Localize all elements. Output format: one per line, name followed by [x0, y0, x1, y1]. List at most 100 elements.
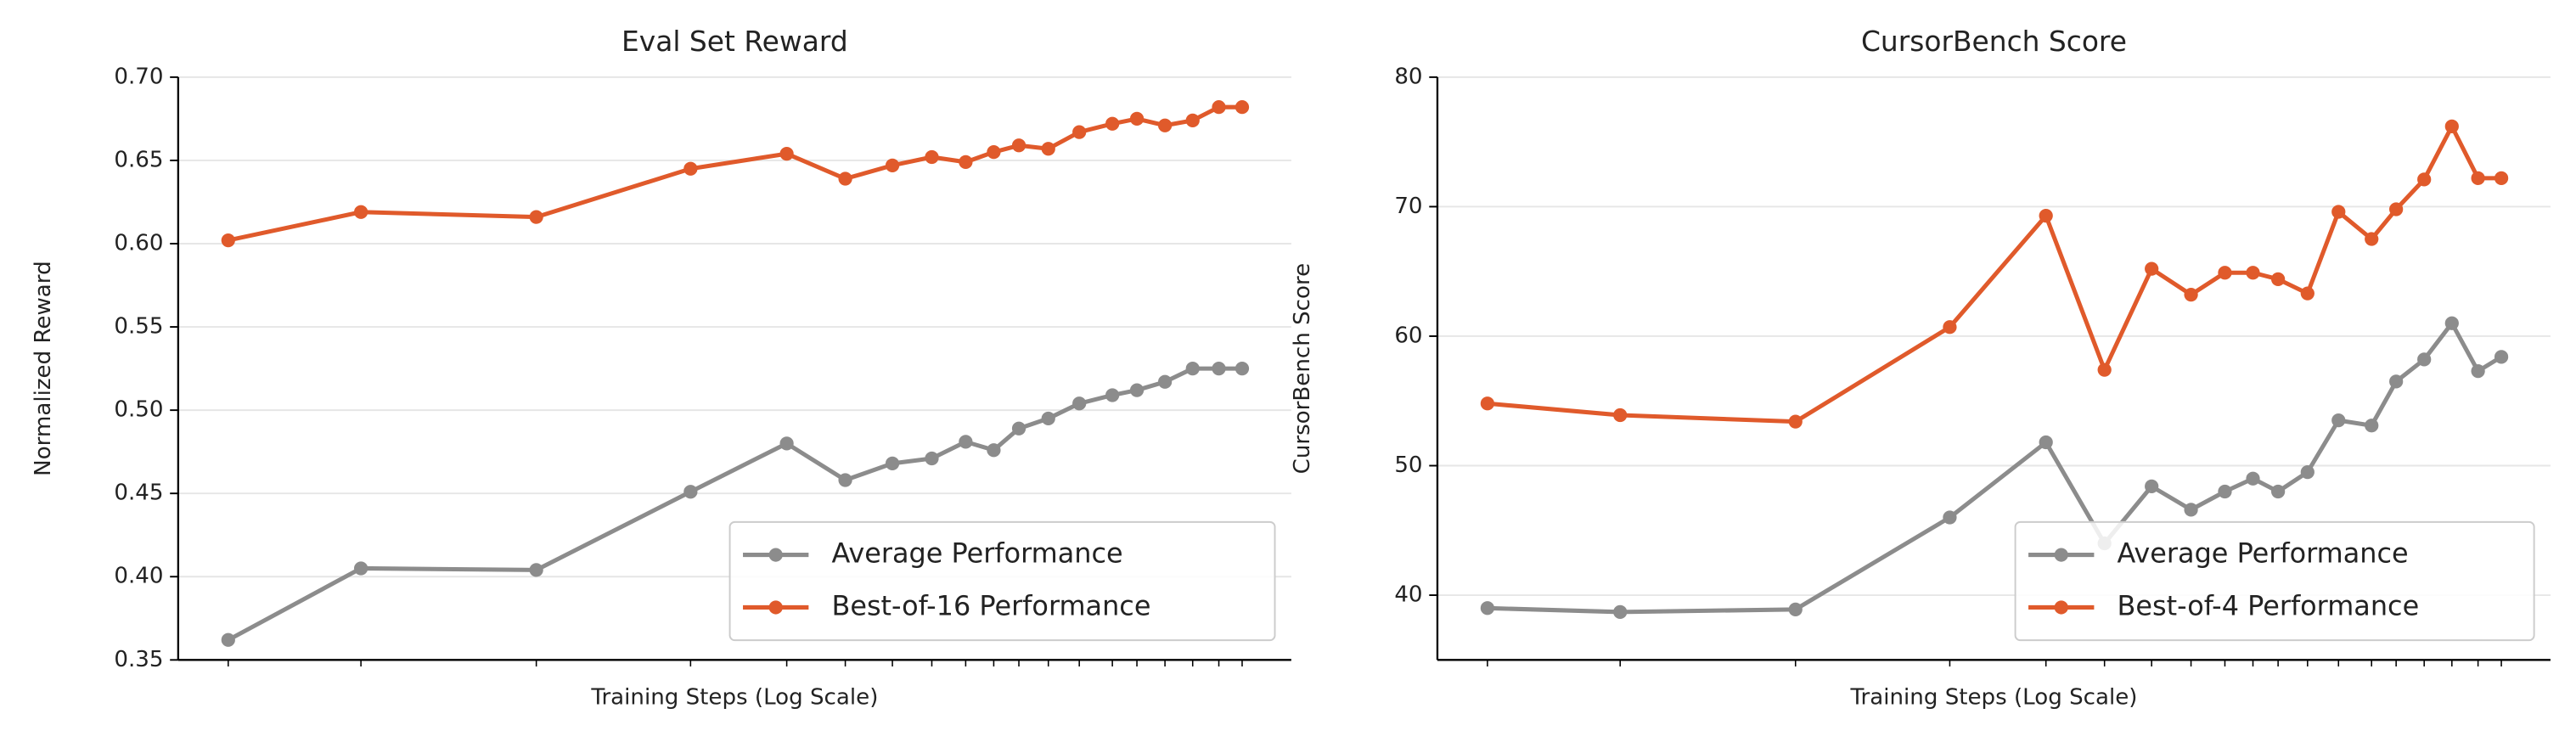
- data-point: [925, 451, 939, 466]
- data-point: [1943, 320, 1957, 334]
- data-point: [221, 233, 235, 248]
- data-point: [885, 158, 900, 172]
- chart-title: CursorBench Score: [1861, 25, 2127, 58]
- data-point: [959, 155, 973, 170]
- y-tick-label: 0.55: [114, 314, 163, 340]
- legend-label: Best-of-4 Performance: [2117, 589, 2419, 621]
- data-point: [2184, 288, 2198, 302]
- data-point: [987, 145, 1001, 160]
- data-point: [529, 563, 543, 577]
- data-point: [1041, 142, 1055, 156]
- y-tick-label: 80: [1394, 64, 1422, 89]
- legend: Average Performance Best-of-16 Performanc…: [728, 520, 1276, 642]
- data-point: [2417, 352, 2432, 367]
- y-axis-label: Normalized Reward: [31, 261, 56, 475]
- legend: Average Performance Best-of-4 Performance: [2014, 520, 2535, 642]
- data-point: [2039, 208, 2053, 223]
- y-tick-label: 0.40: [114, 564, 163, 589]
- data-point: [1185, 113, 1200, 127]
- data-point: [1072, 125, 1087, 139]
- data-point: [1613, 408, 1628, 423]
- data-point: [683, 161, 698, 176]
- data-point: [1072, 396, 1087, 411]
- data-point: [1157, 374, 1173, 389]
- legend-marker: [2054, 548, 2068, 562]
- y-tick-label: 0.45: [114, 481, 163, 506]
- data-point: [2365, 419, 2379, 433]
- data-point: [1011, 421, 1026, 436]
- legend-label: Average Performance: [831, 537, 1122, 570]
- x-axis-label: Training Steps (Log Scale): [1849, 684, 2137, 710]
- legend-marker: [768, 600, 783, 615]
- legend-box: [2014, 520, 2535, 642]
- data-point: [1105, 388, 1120, 402]
- data-point: [2389, 374, 2404, 389]
- data-point: [838, 473, 852, 487]
- data-point: [2218, 266, 2232, 280]
- data-point: [2145, 479, 2159, 494]
- data-point: [2300, 286, 2314, 301]
- data-point: [1105, 116, 1120, 131]
- data-point: [779, 146, 794, 161]
- y-tick-label: 0.70: [114, 64, 163, 89]
- y-tick-label: 40: [1394, 582, 1422, 608]
- data-point: [838, 171, 852, 186]
- data-point: [2365, 232, 2379, 246]
- data-point: [2444, 316, 2459, 330]
- data-point: [1129, 383, 1145, 397]
- y-tick-label: 0.35: [114, 647, 163, 672]
- chart: CursorBench Score 40 50 60 70 80 Training Step…: [1290, 25, 2551, 710]
- data-point: [2417, 172, 2432, 187]
- data-point: [353, 205, 368, 219]
- data-point: [683, 485, 698, 499]
- y-axis-label: CursorBench Score: [1290, 263, 1315, 475]
- y-tick-label: 70: [1394, 194, 1422, 219]
- data-point: [1041, 411, 1055, 426]
- y-tick-label: 50: [1394, 453, 1422, 478]
- data-point: [221, 632, 235, 647]
- data-point: [2097, 363, 2112, 377]
- data-point: [1480, 396, 1495, 411]
- legend-marker: [768, 548, 783, 562]
- legend-box: [728, 520, 1276, 642]
- data-point: [1788, 414, 1803, 429]
- y-tick-label: 0.60: [114, 231, 163, 256]
- data-point: [1212, 100, 1226, 115]
- series-line: [228, 104, 1242, 243]
- y-tick-label: 60: [1394, 323, 1422, 348]
- data-point: [2218, 484, 2232, 499]
- y-tick-label: 0.65: [114, 147, 163, 172]
- data-point: [2331, 205, 2346, 219]
- legend-label: Average Performance: [2117, 537, 2408, 570]
- data-point: [987, 443, 1001, 458]
- data-point: [1235, 100, 1250, 115]
- x-axis-label: Training Steps (Log Scale): [590, 684, 878, 710]
- data-point: [1480, 601, 1495, 616]
- data-point: [2300, 465, 2314, 480]
- data-point: [2494, 171, 2509, 185]
- data-point: [2246, 471, 2260, 486]
- data-point: [1011, 138, 1026, 153]
- data-point: [2246, 266, 2260, 280]
- chart-title: Eval Set Reward: [622, 25, 848, 58]
- data-point: [2471, 364, 2485, 379]
- data-point: [779, 436, 794, 451]
- data-point: [2444, 119, 2459, 133]
- data-point: [1788, 602, 1803, 616]
- data-point: [2471, 171, 2485, 185]
- data-point: [1129, 111, 1145, 126]
- data-point: [2331, 413, 2346, 428]
- data-point: [1613, 604, 1628, 619]
- data-point: [1235, 361, 1250, 376]
- data-point: [959, 435, 973, 449]
- data-point: [1943, 510, 1957, 525]
- legend-marker: [2054, 600, 2068, 615]
- series-line: [1487, 124, 2502, 424]
- y-tick-label: 0.50: [114, 397, 163, 423]
- data-point: [353, 561, 368, 576]
- data-point: [2184, 503, 2198, 517]
- legend-label: Best-of-16 Performance: [831, 589, 1150, 621]
- data-point: [2271, 484, 2286, 499]
- data-point: [925, 149, 939, 165]
